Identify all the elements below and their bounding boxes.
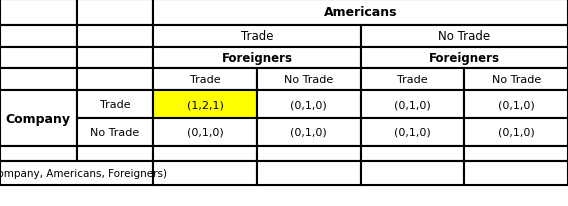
Bar [77, 69, 153, 91]
Bar [465, 162, 568, 185]
Text: (0,1,0): (0,1,0) [187, 127, 224, 137]
Bar [153, 47, 361, 69]
Text: Foreigners: Foreigners [429, 52, 500, 65]
Bar [77, 118, 153, 146]
Bar [77, 91, 153, 118]
Bar [361, 91, 465, 118]
Text: No Trade: No Trade [90, 127, 140, 137]
Text: (0,1,0): (0,1,0) [498, 99, 534, 110]
Bar [257, 146, 361, 162]
Bar [153, 162, 257, 185]
Text: Company: Company [6, 112, 71, 125]
Bar [361, 47, 568, 69]
Bar [361, 69, 465, 91]
Text: (0,1,0): (0,1,0) [290, 99, 327, 110]
Bar [361, 146, 465, 162]
Text: (0,1,0): (0,1,0) [498, 127, 534, 137]
Bar [0, 91, 77, 146]
Bar [361, 162, 465, 185]
Bar [77, 47, 153, 69]
Bar [257, 69, 361, 91]
Text: No Trade: No Trade [284, 75, 333, 85]
Bar [257, 162, 361, 185]
Text: Foreigners: Foreigners [222, 52, 293, 65]
Bar [77, 26, 153, 47]
Bar [77, 146, 153, 162]
Bar [153, 0, 568, 26]
Bar [77, 0, 153, 26]
Bar [465, 69, 568, 91]
Text: Trade: Trade [100, 99, 130, 110]
Text: Trade: Trade [397, 75, 428, 85]
Bar [153, 146, 257, 162]
Bar [153, 69, 257, 91]
Bar [465, 146, 568, 162]
Text: Trade: Trade [190, 75, 220, 85]
Bar [153, 118, 257, 146]
Text: (0,1,0): (0,1,0) [290, 127, 327, 137]
Bar [0, 146, 77, 162]
Bar [465, 91, 568, 118]
Bar [257, 91, 361, 118]
Text: (Company, Americans, Foreigners): (Company, Americans, Foreigners) [0, 169, 167, 179]
Bar [465, 118, 568, 146]
Text: No Trade: No Trade [491, 75, 541, 85]
Text: No Trade: No Trade [438, 30, 490, 43]
Text: (0,1,0): (0,1,0) [394, 127, 431, 137]
Text: Americans: Americans [324, 6, 398, 19]
Bar [0, 26, 77, 47]
Text: (0,1,0): (0,1,0) [394, 99, 431, 110]
Bar [0, 0, 77, 26]
Bar [361, 118, 465, 146]
Bar [361, 26, 568, 47]
Bar [153, 26, 361, 47]
Text: (1,2,1): (1,2,1) [187, 99, 224, 110]
Bar [0, 47, 77, 69]
Bar [0, 162, 153, 185]
Bar [153, 91, 257, 118]
Text: Trade: Trade [241, 30, 273, 43]
Bar [0, 69, 77, 91]
Bar [257, 118, 361, 146]
